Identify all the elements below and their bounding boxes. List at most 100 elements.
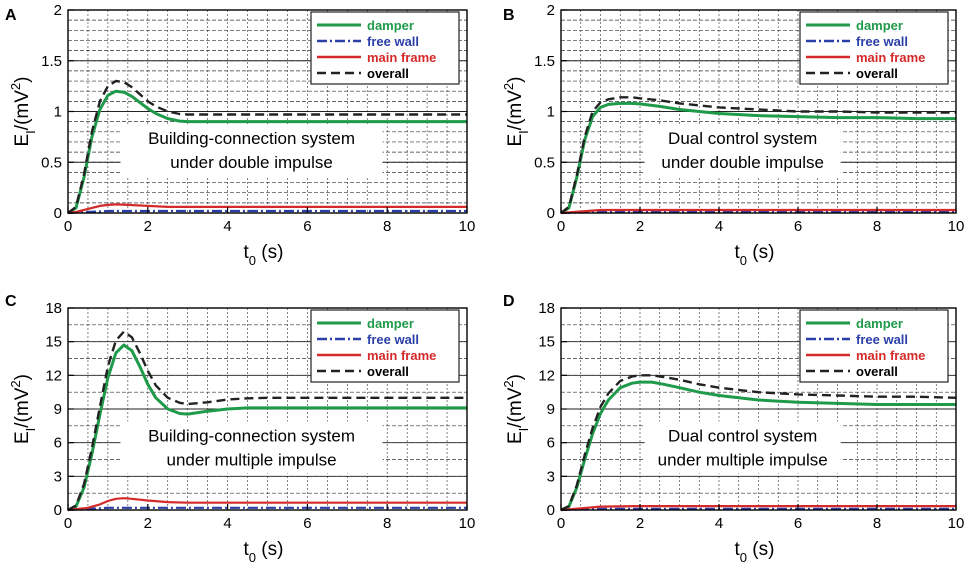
annotation-line-1: Dual control system [668, 426, 817, 445]
legend-label: main frame [367, 50, 436, 65]
legend-label: overall [367, 66, 409, 81]
legend-label: free wall [367, 34, 419, 49]
annotation-line-2: under double impulse [170, 153, 333, 172]
series-line-overall [560, 96, 956, 214]
x-tick-label: 10 [459, 218, 476, 235]
y-tick-label: 1 [54, 104, 62, 121]
x-axis-label: t0 (s) [735, 539, 775, 564]
series-line-main-frame [67, 497, 467, 512]
x-tick-label: 2 [636, 218, 644, 235]
x-tick-label: 8 [873, 515, 881, 532]
legend-label: free wall [856, 332, 908, 347]
legend-label: main frame [856, 348, 925, 363]
y-tick-label: 18 [538, 300, 555, 317]
y-tick-label: 3 [54, 468, 62, 485]
panel-letter: B [503, 7, 515, 24]
y-tick-label: 6 [54, 435, 62, 452]
y-tick-label: 1 [547, 104, 555, 121]
y-tick-label: 0 [547, 205, 555, 222]
panel-letter: A [5, 7, 17, 24]
y-tick-label: 3 [547, 468, 555, 485]
series-line-damper [67, 343, 467, 512]
x-axis-label: t0 (s) [244, 539, 284, 564]
y-tick-label: 1.5 [534, 53, 555, 70]
y-axis-label: EI/(mV2) [501, 374, 531, 444]
legend-label: damper [856, 316, 903, 331]
x-tick-label: 8 [383, 218, 391, 235]
series-line-free-wall [67, 209, 467, 215]
y-tick-label: 0 [547, 502, 555, 519]
x-tick-label: 0 [64, 218, 72, 235]
x-tick-label: 10 [948, 218, 965, 235]
legend-label: free wall [367, 332, 419, 347]
annotation-line-1: Building-connection system [148, 426, 355, 445]
legend-label: damper [367, 316, 414, 331]
y-tick-label: 9 [54, 401, 62, 418]
x-tick-label: 2 [144, 218, 152, 235]
panel-B: B Dual control system under double impulse… [501, 2, 964, 268]
legend-label: damper [367, 18, 414, 33]
legend-label: damper [856, 18, 903, 33]
series-line-main-frame [560, 208, 956, 215]
x-tick-label: 6 [794, 515, 802, 532]
series-line-main-frame [560, 505, 956, 512]
panel-D: D Dual control system under multiple impul… [501, 293, 964, 564]
x-tick-label: 6 [303, 218, 311, 235]
y-tick-label: 2 [547, 2, 555, 19]
x-axis-label: t0 (s) [244, 242, 284, 268]
x-tick-label: 8 [873, 218, 881, 235]
y-tick-label: 0 [54, 205, 62, 222]
x-tick-label: 0 [557, 218, 565, 235]
legend-label: overall [856, 364, 898, 379]
series-line-main-frame [67, 203, 467, 215]
x-tick-label: 2 [144, 515, 152, 532]
x-tick-label: 10 [948, 515, 965, 532]
annotation-line-2: under multiple impulse [658, 450, 828, 469]
annotation-line-1: Dual control system [668, 129, 817, 148]
panel-A: A Building-connection system under double … [5, 2, 475, 268]
x-tick-label: 0 [64, 515, 72, 532]
y-tick-label: 0.5 [534, 154, 555, 171]
annotation-line-2: under double impulse [661, 153, 824, 172]
y-axis-label: EI/(mV2) [8, 374, 38, 444]
legend-label: main frame [856, 50, 925, 65]
series-line-overall [560, 374, 957, 512]
annotation-line-2: under multiple impulse [166, 450, 336, 469]
panel-C: C Building-connection system under multipl… [5, 293, 475, 564]
legend-label: free wall [856, 34, 908, 49]
y-tick-label: 9 [547, 401, 555, 418]
y-tick-label: 12 [538, 367, 555, 384]
panel-letter: D [503, 293, 515, 310]
y-tick-label: 18 [45, 300, 62, 317]
y-tick-label: 2 [54, 2, 62, 19]
x-tick-label: 6 [794, 218, 802, 235]
legend-label: main frame [367, 348, 436, 363]
annotation-box [120, 421, 383, 474]
x-tick-label: 4 [223, 515, 231, 532]
annotation-box [120, 124, 383, 177]
x-tick-label: 2 [636, 515, 644, 532]
y-axis-label: EI/(mV2) [501, 77, 531, 147]
x-tick-label: 0 [557, 515, 565, 532]
series-line-damper [67, 89, 467, 215]
panel-letter: C [5, 293, 17, 310]
y-tick-label: 0.5 [41, 154, 62, 171]
x-tick-label: 4 [715, 218, 723, 235]
x-tick-label: 4 [715, 515, 723, 532]
x-tick-label: 4 [223, 218, 231, 235]
y-tick-label: 15 [45, 334, 62, 351]
series-line-damper [560, 380, 956, 512]
x-axis-label: t0 (s) [735, 242, 775, 268]
x-tick-label: 10 [459, 515, 476, 532]
x-tick-label: 6 [303, 515, 311, 532]
annotation-line-1: Building-connection system [148, 129, 355, 148]
series-line-overall [67, 330, 467, 512]
y-tick-label: 0 [54, 502, 62, 519]
y-tick-label: 15 [538, 334, 555, 351]
y-tick-label: 6 [547, 435, 555, 452]
legend-label: overall [367, 364, 409, 379]
y-tick-label: 1.5 [41, 53, 62, 70]
annotation-box [644, 421, 841, 474]
y-tick-label: 12 [45, 367, 62, 384]
